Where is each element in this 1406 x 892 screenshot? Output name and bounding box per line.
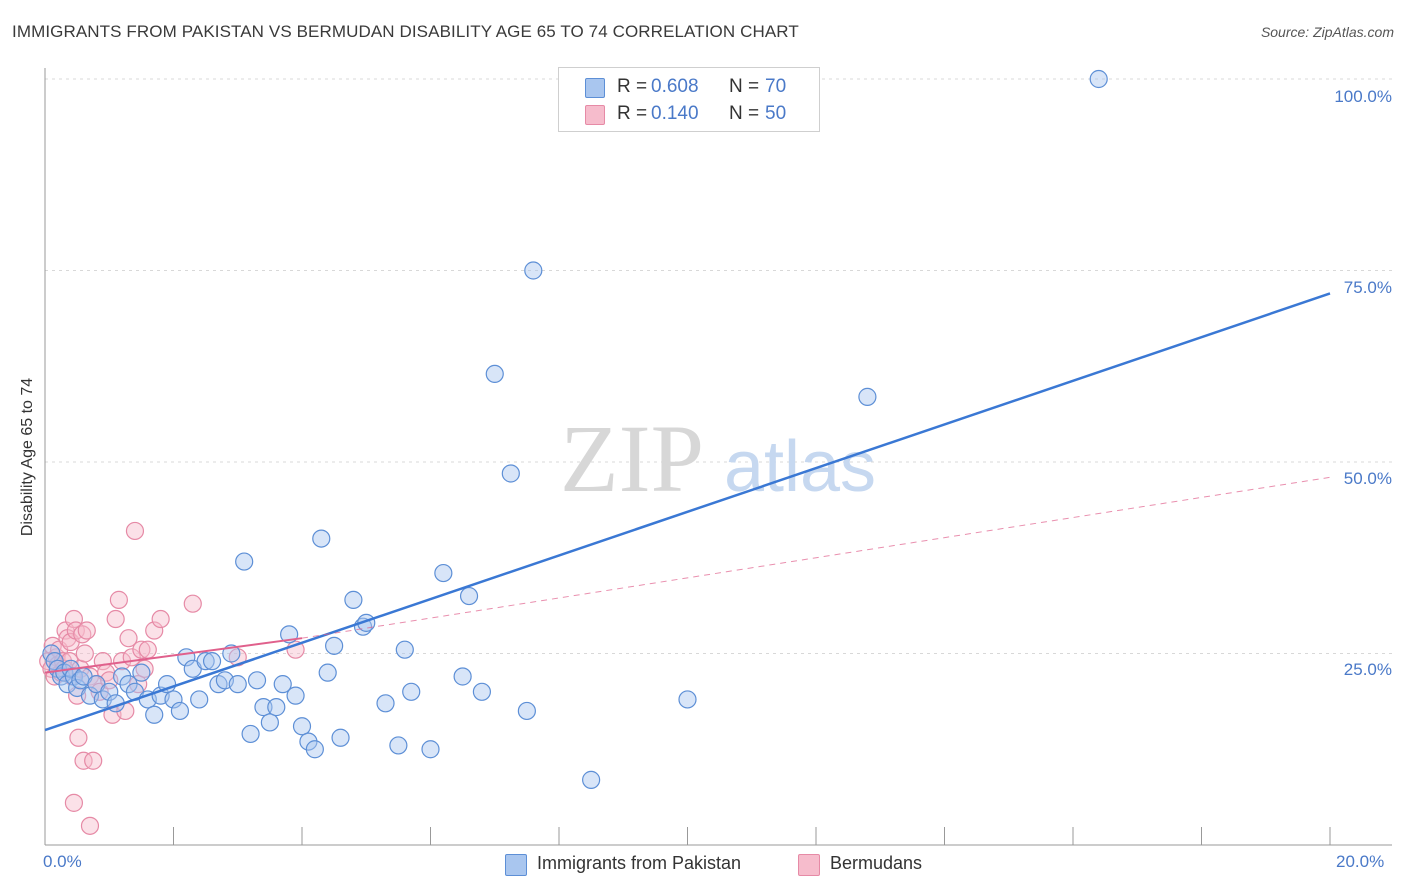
- pakistan-point: [305, 740, 324, 759]
- pakistan-point: [331, 728, 350, 747]
- bottom-legend-label: Immigrants from Pakistan: [537, 853, 742, 873]
- bermudans-trend-line: [44, 637, 303, 674]
- pakistan-point: [202, 652, 222, 671]
- pakistan-point: [421, 740, 440, 759]
- legend-r-value: 0.140: [651, 103, 699, 124]
- bermudans-points: [39, 521, 305, 835]
- pakistan-point: [318, 663, 337, 682]
- legend-n-label: N =: [729, 76, 760, 97]
- pakistan-point: [273, 675, 292, 694]
- bermudans-point: [125, 521, 145, 541]
- pakistan-point: [145, 705, 164, 724]
- pakistan-point: [472, 682, 491, 701]
- bermudans-point: [69, 728, 88, 747]
- chart-title: IMMIGRANTS FROM PAKISTAN VS BERMUDAN DIS…: [12, 22, 799, 41]
- pakistan-point: [100, 682, 119, 701]
- pakistan-point: [190, 690, 209, 709]
- pakistan-point: [453, 667, 472, 686]
- pakistan-point: [1089, 69, 1108, 89]
- bermudans-point: [64, 793, 84, 812]
- bermudans-point: [64, 609, 84, 629]
- bottom-legend-label: Bermudans: [830, 853, 923, 873]
- legend-swatch-pink: [585, 105, 605, 125]
- bermudans-point: [132, 640, 151, 659]
- pakistan-point: [235, 552, 254, 571]
- legend-r-label: R =: [617, 103, 648, 124]
- x-tick-label-min: 0.0%: [43, 852, 82, 871]
- bermudans-point: [84, 751, 103, 770]
- bermudans-point: [119, 629, 138, 648]
- pakistan-point: [459, 586, 479, 606]
- legend-r-label: R =: [617, 76, 648, 97]
- pakistan-point: [485, 364, 504, 384]
- bermudans-point: [138, 640, 157, 659]
- watermark-atlas: atlas: [724, 427, 876, 507]
- watermark-zip: ZIP: [560, 405, 704, 512]
- pakistan-point: [678, 690, 697, 709]
- pakistan-point: [582, 770, 601, 789]
- pakistan-point: [501, 464, 520, 483]
- pakistan-point: [132, 663, 151, 682]
- bermudans-point: [75, 644, 94, 663]
- legend-n-value: 50: [765, 103, 787, 124]
- pakistan-point: [254, 698, 273, 717]
- pakistan-point: [344, 590, 363, 609]
- bermudans-point: [151, 609, 170, 629]
- bermudans-point: [109, 590, 128, 609]
- pakistan-point: [247, 671, 267, 690]
- y-tick-label-75: 75.0%: [1343, 278, 1392, 297]
- pakistan-point: [395, 640, 414, 659]
- bermudans-trend-extension: [301, 476, 1331, 639]
- pakistan-point: [389, 736, 408, 755]
- x-tick-label-max: 20.0%: [1336, 852, 1385, 871]
- y-tick-label-100: 100.0%: [1334, 87, 1392, 106]
- bermudans-point: [80, 816, 100, 835]
- pakistan-point: [170, 701, 190, 721]
- pakistan-point: [286, 686, 305, 705]
- axes: [44, 68, 1392, 846]
- pakistan-point: [325, 636, 344, 655]
- correlation-legend: R = 0.608 N = 70 R = 0.140 N = 50: [558, 67, 820, 132]
- legend-n-value: 70: [765, 76, 787, 97]
- legend-swatch-blue: [585, 78, 605, 98]
- bermudans-point: [77, 621, 96, 640]
- bermudans-point: [145, 621, 164, 640]
- pakistan-point: [228, 675, 247, 694]
- pakistan-trend-line: [44, 292, 1331, 732]
- pakistan-point: [858, 387, 877, 406]
- pakistan-point: [376, 694, 395, 713]
- pakistan-point: [164, 690, 183, 709]
- pakistan-point: [260, 713, 279, 732]
- bermudans-point: [183, 594, 202, 613]
- pakistan-point: [222, 644, 241, 663]
- bermudans-point: [74, 751, 93, 770]
- source-credit: Source: ZipAtlas.com: [1260, 24, 1394, 40]
- trend-lines: [44, 292, 1331, 732]
- pakistan-point: [402, 682, 421, 701]
- pakistan-point: [524, 261, 543, 280]
- pakistan-point: [312, 529, 331, 548]
- pakistan-point: [241, 724, 260, 744]
- watermark: ZIP atlas: [560, 405, 876, 512]
- y-axis-label: Disability Age 65 to 74: [19, 377, 36, 537]
- bottom-legend-swatch-pink: [798, 854, 820, 876]
- legend-r-value: 0.608: [651, 76, 699, 97]
- y-tick-label-50: 50.0%: [1343, 469, 1392, 488]
- legend-n-label: N =: [729, 103, 760, 124]
- y-tick-label-25: 25.0%: [1343, 660, 1392, 679]
- pakistan-point: [267, 698, 286, 717]
- pakistan-point: [292, 717, 312, 736]
- pakistan-point: [517, 701, 536, 721]
- pakistan-point: [434, 563, 453, 583]
- bermudans-point: [106, 609, 125, 629]
- pakistan-point: [196, 652, 215, 671]
- bottom-legend-swatch-blue: [505, 854, 527, 876]
